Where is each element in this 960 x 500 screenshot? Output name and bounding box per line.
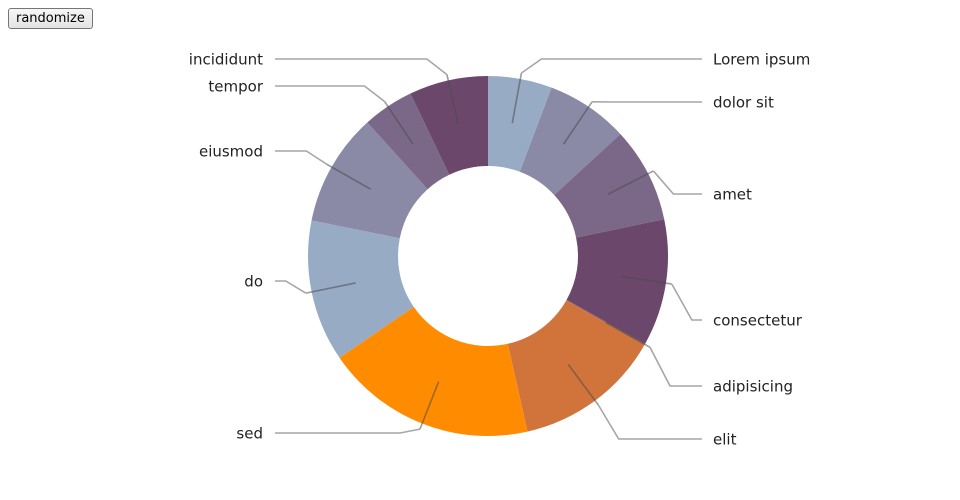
label-consectetur: consectetur	[713, 311, 803, 329]
label-line-lorem-ipsum	[520, 58, 702, 74]
label-sed: sed	[236, 424, 263, 442]
slice-eiusmod	[311, 122, 428, 239]
label-dolor-sit: dolor sit	[713, 93, 774, 111]
label-lorem-ipsum: Lorem ipsum	[713, 50, 810, 68]
label-elit: elit	[713, 430, 737, 448]
label-do: do	[244, 272, 263, 290]
label-line-elit	[597, 405, 702, 440]
slice-elit	[507, 300, 645, 432]
label-amet: amet	[713, 185, 752, 203]
inner-tick-do	[305, 282, 356, 294]
label-incididunt: incididunt	[189, 50, 263, 68]
slice-amet	[554, 134, 665, 238]
inner-tick-consectetur	[621, 275, 672, 285]
slice-dolor-sit	[519, 87, 621, 196]
label-line-do	[275, 280, 307, 294]
label-line-amet	[652, 170, 702, 195]
slices-group	[308, 76, 668, 436]
label-line-consectetur	[671, 283, 702, 321]
slice-consectetur	[566, 219, 668, 344]
inner-ticks-group	[305, 72, 672, 430]
inner-tick-elit	[567, 364, 600, 406]
slice-incididunt	[410, 76, 488, 175]
inner-tick-adipisicing	[605, 321, 651, 349]
inner-tick-lorem-ipsum	[511, 72, 523, 124]
label-line-tempor	[275, 85, 385, 103]
inner-tick-dolor-sit	[562, 101, 593, 145]
inner-tick-amet	[607, 170, 654, 195]
inner-tick-sed	[419, 381, 440, 430]
label-line-adipisicing	[649, 346, 702, 387]
label-eiusmod: eiusmod	[199, 142, 263, 160]
label-lines-group	[275, 58, 702, 440]
labels-group: Lorem ipsum dolor sit amet consectetur adipi…	[189, 50, 811, 448]
inner-tick-eiusmod	[325, 163, 372, 190]
slice-tempor	[367, 93, 450, 190]
slice-sed	[339, 306, 528, 436]
inner-tick-tempor	[383, 101, 414, 145]
label-tempor: tempor	[208, 77, 263, 95]
label-line-sed	[275, 428, 421, 434]
label-line-incididunt	[275, 58, 448, 76]
label-line-eiusmod	[275, 150, 327, 165]
slice-lorem-ipsum	[488, 76, 552, 172]
inner-tick-incididunt	[446, 74, 459, 125]
randomize-button[interactable]: randomize	[8, 8, 93, 29]
label-adipisicing: adipisicing	[713, 377, 793, 395]
slice-do	[308, 220, 414, 358]
